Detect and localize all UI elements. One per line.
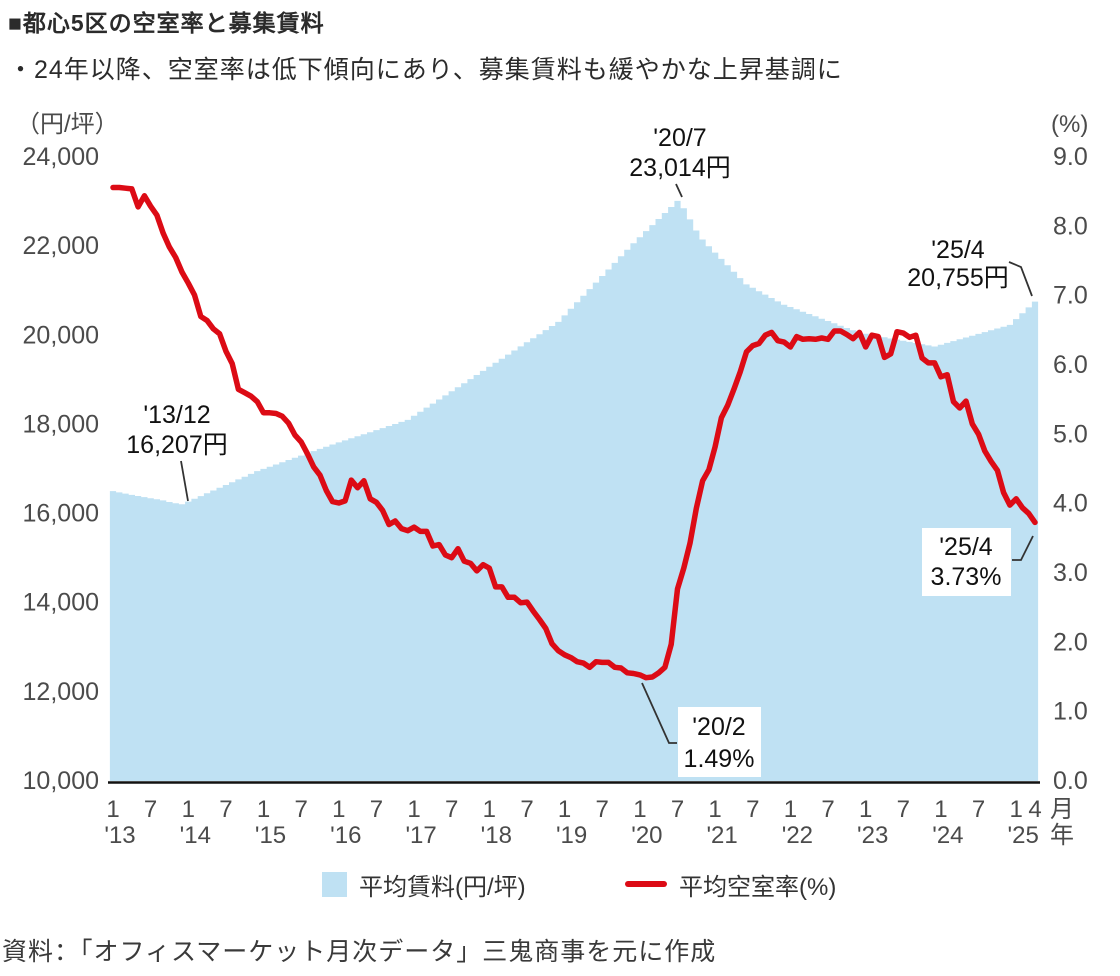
x-axis-month-label: 7 xyxy=(596,796,609,823)
chart-generated-layer: 24,000 22,000 20,000 18,000 16,000 14,000 12,0… xyxy=(23,124,1088,849)
right-axis-tick-label: 3.0 xyxy=(1053,559,1088,587)
year-unit-label: 年 xyxy=(1050,822,1074,849)
x-axis-month-label: 7 xyxy=(671,796,684,823)
left-axis-tick-label: 10,000 xyxy=(23,767,99,795)
x-axis-month-label: 7 xyxy=(897,796,910,823)
x-axis-month-label: 1 xyxy=(182,796,195,823)
x-axis-year-label: '17 xyxy=(405,822,436,849)
x-axis-month-label: 7 xyxy=(370,796,383,823)
x-axis-month-label: 1 xyxy=(859,796,872,823)
x-axis-year-label: '20 xyxy=(631,822,662,849)
x-axis-month-label: 1 xyxy=(708,796,721,823)
x-axis-month-label: 1 xyxy=(633,796,646,823)
annotation-leader-rent-1312 xyxy=(180,460,189,502)
x-axis-year-label: '13 xyxy=(104,822,135,849)
annotation-box-vac-2504 xyxy=(922,528,1011,596)
x-axis-month-label: 1 xyxy=(257,796,270,823)
x-axis-month-label: 7 xyxy=(972,796,985,823)
chart-legend: 平均賃料(円/坪) 平均空室率(%) xyxy=(0,868,1120,901)
left-axis-tick-label: 20,000 xyxy=(23,321,99,349)
x-axis-month-label: 4 xyxy=(1028,796,1041,823)
annotation-text-vac-2002: '20/2 xyxy=(692,713,745,741)
x-axis-month-label: 7 xyxy=(821,796,834,823)
x-axis-year-label: '15 xyxy=(255,822,286,849)
annotation-text-rent-2504: '25/4 xyxy=(931,236,985,264)
right-axis-tick-label: 1.0 xyxy=(1053,698,1088,726)
x-axis-year-label: '25 xyxy=(1008,822,1039,849)
annotation-text-rent-2007: 23,014円 xyxy=(629,154,730,182)
annotation-leader-vac-2002 xyxy=(641,682,677,744)
right-axis-tick-label: 6.0 xyxy=(1053,351,1088,379)
left-axis-tick-label: 22,000 xyxy=(23,232,99,260)
x-axis-month-label: 1 xyxy=(332,796,345,823)
annotation-box-vac-2002 xyxy=(678,707,761,777)
x-axis-month-label: 1 xyxy=(483,796,496,823)
vacancy-line-swatch xyxy=(625,881,667,887)
annotation-text-vac-2504: '25/4 xyxy=(939,533,993,561)
left-axis-tick-label: 24,000 xyxy=(23,143,99,171)
x-axis-year-label: '19 xyxy=(556,822,587,849)
right-axis-unit: (%) xyxy=(1051,111,1088,138)
left-axis-tick-label: 14,000 xyxy=(23,589,99,617)
right-axis-tick-label: 7.0 xyxy=(1053,282,1088,310)
x-axis-month-label: 1 xyxy=(106,796,119,823)
left-axis-tick-label: 16,000 xyxy=(23,500,99,528)
rent-area-swatch xyxy=(322,871,347,897)
x-axis-month-label: 7 xyxy=(219,796,232,823)
x-axis-year-label: '14 xyxy=(180,822,211,849)
source-note: 資料：「オフィスマーケット月次データ」三鬼商事を元に作成 xyxy=(2,938,717,966)
x-axis-month-label: 7 xyxy=(144,796,157,823)
annotation-text-rent-1312: 16,207円 xyxy=(126,431,227,459)
x-axis-year-label: '23 xyxy=(857,822,888,849)
x-axis-year-label: '24 xyxy=(932,822,963,849)
legend-item-rent: 平均賃料(円/坪) xyxy=(322,868,526,901)
x-axis-month-label: 1 xyxy=(407,796,420,823)
annotation-text-rent-2504: 20,755円 xyxy=(907,264,1008,292)
x-axis-month-label: 7 xyxy=(445,796,458,823)
annotation-leader-rent-2007 xyxy=(675,183,683,198)
annotation-text-rent-2007: '20/7 xyxy=(653,124,706,152)
vacancy-line-series xyxy=(110,184,1038,681)
x-axis-month-label: 7 xyxy=(746,796,759,823)
x-axis-month-label: 1 xyxy=(784,796,797,823)
page-subtitle: ・24年以降、空室率は低下傾向にあり、募集賃料も緩やかな上昇基調に xyxy=(8,56,843,84)
annotation-text-vac-2002: 1.49% xyxy=(684,745,755,773)
chart-canvas: （円/坪） (%) 24,000 22,000 20,000 18,000 16,000… xyxy=(16,111,1088,849)
x-axis-month-label: 1 xyxy=(1010,796,1023,823)
left-axis-tick-label: 12,000 xyxy=(23,678,99,706)
x-axis-year-label: '18 xyxy=(481,822,512,849)
left-axis-tick-label: 18,000 xyxy=(23,410,99,438)
x-axis-year-label: '21 xyxy=(706,822,737,849)
x-axis-month-label: 7 xyxy=(520,796,533,823)
legend-label-vacancy: 平均空室率(%) xyxy=(679,873,837,901)
right-axis-tick-label: 4.0 xyxy=(1053,490,1088,518)
annotation-leader-vac-2504 xyxy=(1012,535,1034,561)
left-axis-unit: （円/坪） xyxy=(16,111,119,138)
rent-area-series xyxy=(109,200,1039,781)
x-axis-month-label: 7 xyxy=(295,796,308,823)
month-unit-label: 月 xyxy=(1050,796,1074,823)
right-axis-tick-label: 8.0 xyxy=(1053,212,1088,240)
page-title: ■都心5区の空室率と募集賃料 xyxy=(8,10,325,36)
x-axis-year-label: '22 xyxy=(782,822,813,849)
annotation-text-vac-2504: 3.73% xyxy=(931,563,1002,591)
legend-label-rent: 平均賃料(円/坪) xyxy=(359,873,526,901)
x-axis-month-label: 1 xyxy=(934,796,947,823)
legend-item-vacancy: 平均空室率(%) xyxy=(625,868,837,901)
x-axis-year-label: '16 xyxy=(330,822,361,849)
annotation-text-rent-1312: '13/12 xyxy=(143,401,210,429)
right-axis-tick-label: 0.0 xyxy=(1053,767,1088,795)
right-axis-tick-label: 2.0 xyxy=(1053,628,1088,656)
x-axis-month-label: 1 xyxy=(558,796,571,823)
right-axis-tick-label: 9.0 xyxy=(1053,143,1088,171)
right-axis-tick-label: 5.0 xyxy=(1053,420,1088,448)
annotation-leader-rent-2504 xyxy=(1008,261,1033,297)
